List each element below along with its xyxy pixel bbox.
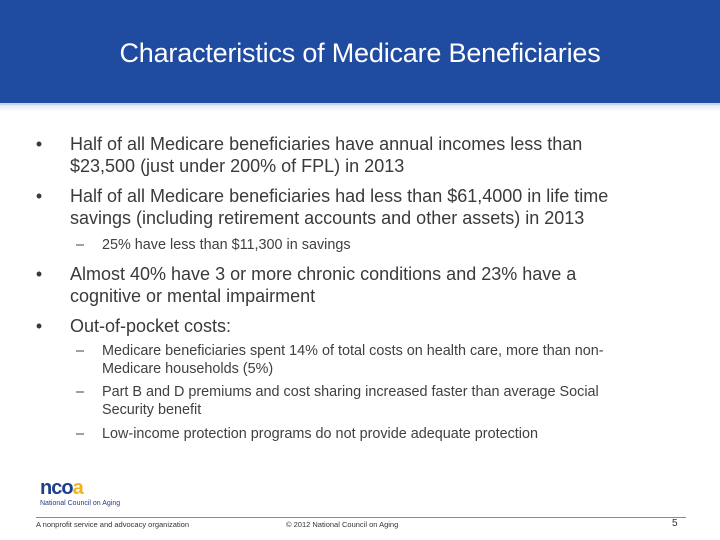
logo-letter: o xyxy=(61,477,73,499)
bullet-dot: • xyxy=(35,264,43,284)
page-number: 5 xyxy=(672,518,678,529)
sub-bullet-dash: – xyxy=(76,384,85,400)
bullet-oop: • Out-of-pocket costs: xyxy=(36,315,680,337)
logo-letter: a xyxy=(72,477,84,499)
bullet-dot: • xyxy=(35,186,43,206)
sub-bullet-premiums: – Part B and D premiums and cost sharing… xyxy=(76,383,682,419)
sub-bullet-dash: – xyxy=(76,343,85,359)
sub-bullet-dash: – xyxy=(76,237,85,253)
sub-bullet-line: Medicare beneficiaries spent 14% of tota… xyxy=(102,343,604,359)
ncoa-logo-wordmark: ncoa xyxy=(40,478,120,498)
bullet-line: cognitive or mental impairment xyxy=(70,286,316,306)
logo-letter: n xyxy=(40,477,52,499)
bullet-income: • Half of all Medicare beneficiaries hav… xyxy=(36,133,680,177)
footer-divider xyxy=(36,517,686,518)
title-bar: Characteristics of Medicare Beneficiarie… xyxy=(0,0,720,105)
sub-bullet-line: Medicare households (5%) xyxy=(102,361,274,377)
footer-tagline: A nonprofit service and advocacy organiz… xyxy=(36,520,190,529)
sub-bullet-savings-25: – 25% have less than $11,300 in savings xyxy=(76,236,682,254)
bullet-line: savings (including retirement accounts a… xyxy=(70,208,585,228)
sub-bullet-line: Security benefit xyxy=(102,402,202,418)
bullet-line: Out-of-pocket costs: xyxy=(70,316,232,336)
ncoa-logo-tagline: National Council on Aging xyxy=(40,500,121,507)
sub-bullet-line: 25% have less than $11,300 in savings xyxy=(102,237,351,253)
sub-bullet-line: Low-income protection programs do not pr… xyxy=(102,426,538,442)
bullet-dot: • xyxy=(35,134,43,154)
title-bar-shadow xyxy=(0,105,720,111)
ncoa-logo: ncoa National Council on Aging xyxy=(40,478,120,507)
sub-bullet-line: Part B and D premiums and cost sharing i… xyxy=(102,384,599,400)
bullet-line: Half of all Medicare beneficiaries had l… xyxy=(70,186,609,206)
bullet-line: Almost 40% have 3 or more chronic condit… xyxy=(70,264,577,284)
sub-bullet-spent: – Medicare beneficiaries spent 14% of to… xyxy=(76,342,682,378)
sub-bullet-low-income: – Low-income protection programs do not … xyxy=(76,425,682,443)
footer-copyright: © 2012 National Council on Aging xyxy=(286,520,399,529)
bullet-dot: • xyxy=(35,316,43,336)
sub-bullet-dash: – xyxy=(76,426,85,442)
bullet-chronic: • Almost 40% have 3 or more chronic cond… xyxy=(36,263,680,307)
bullet-savings: • Half of all Medicare beneficiaries had… xyxy=(36,185,680,229)
slide-title: Characteristics of Medicare Beneficiarie… xyxy=(119,38,601,68)
bullet-line: Half of all Medicare beneficiaries have … xyxy=(70,134,583,154)
bullet-line: $23,500 (just under 200% of FPL) in 2013 xyxy=(70,156,405,176)
logo-letter: c xyxy=(51,477,62,499)
